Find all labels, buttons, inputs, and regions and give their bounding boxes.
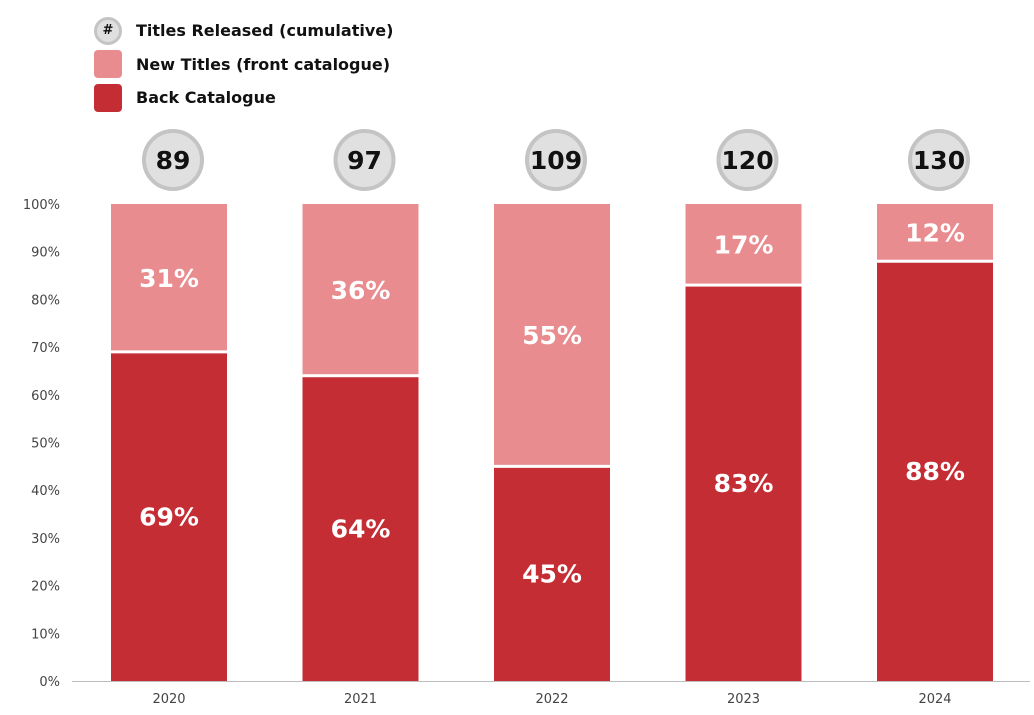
- y-tick-label: 10%: [31, 627, 60, 642]
- bar-new-titles: [494, 204, 610, 465]
- legend-item-back-catalogue: Back Catalogue: [94, 81, 393, 115]
- total-titles-circle: [142, 129, 204, 191]
- bar-new-titles: [111, 204, 227, 351]
- y-tick-label: 60%: [31, 389, 60, 404]
- data-label-new-titles: 17%: [714, 231, 774, 260]
- y-tick-label: 80%: [31, 293, 60, 308]
- total-titles-label: 109: [530, 146, 582, 175]
- y-tick-label: 100%: [23, 198, 60, 213]
- bar-back-catalogue: [302, 377, 419, 681]
- legend-label-back-catalogue: Back Catalogue: [136, 88, 276, 108]
- data-label-new-titles: 31%: [139, 264, 199, 293]
- legend-label-new-titles: New Titles (front catalogue): [136, 54, 391, 74]
- total-titles-circle: [525, 129, 587, 191]
- x-tick-label: 2022: [535, 692, 568, 707]
- bar-new-titles: [685, 204, 802, 284]
- x-tick-label: 2023: [727, 692, 760, 707]
- total-titles-label: 97: [347, 146, 382, 175]
- bar-back-catalogue: [877, 262, 993, 681]
- total-titles-circle: [908, 129, 970, 191]
- data-label-new-titles: 36%: [331, 276, 391, 305]
- bar-new-titles: [302, 204, 419, 375]
- total-titles-label: 130: [913, 146, 965, 175]
- data-label-back-catalogue: 45%: [522, 560, 582, 589]
- total-titles-label: 120: [721, 146, 773, 175]
- bar-new-titles: [877, 204, 993, 260]
- data-label-back-catalogue: 83%: [714, 469, 774, 498]
- total-titles-circle: [333, 129, 396, 191]
- total-titles-label: 89: [156, 146, 191, 175]
- bar-back-catalogue: [685, 286, 802, 681]
- x-tick-label: 2024: [918, 692, 951, 707]
- y-tick-label: 20%: [31, 580, 60, 595]
- data-label-new-titles: 12%: [905, 219, 965, 248]
- legend: # Titles Released (cumulative) New Title…: [94, 14, 393, 115]
- legend-item-titles-released: # Titles Released (cumulative): [94, 14, 393, 48]
- data-label-new-titles: 55%: [522, 321, 582, 350]
- bar-back-catalogue: [494, 467, 610, 681]
- y-tick-label: 90%: [31, 246, 60, 261]
- legend-swatch-back-catalogue: [94, 83, 122, 112]
- y-tick-label: 40%: [31, 484, 60, 499]
- y-tick-label: 70%: [31, 341, 60, 356]
- y-tick-label: 0%: [39, 675, 60, 690]
- y-tick-label: 30%: [31, 532, 60, 547]
- data-label-back-catalogue: 69%: [139, 502, 199, 531]
- x-tick-label: 2020: [152, 692, 185, 707]
- data-label-back-catalogue: 88%: [905, 457, 965, 486]
- y-tick-label: 50%: [31, 437, 60, 452]
- legend-swatch-new-titles: [94, 50, 122, 79]
- legend-item-new-titles: New Titles (front catalogue): [94, 48, 393, 82]
- data-label-back-catalogue: 64%: [331, 514, 391, 543]
- hash-icon: #: [94, 16, 122, 45]
- bar-back-catalogue: [111, 353, 227, 681]
- legend-label-titles-released: Titles Released (cumulative): [136, 21, 394, 41]
- x-tick-label: 2021: [344, 692, 377, 707]
- total-titles-circle: [716, 129, 779, 191]
